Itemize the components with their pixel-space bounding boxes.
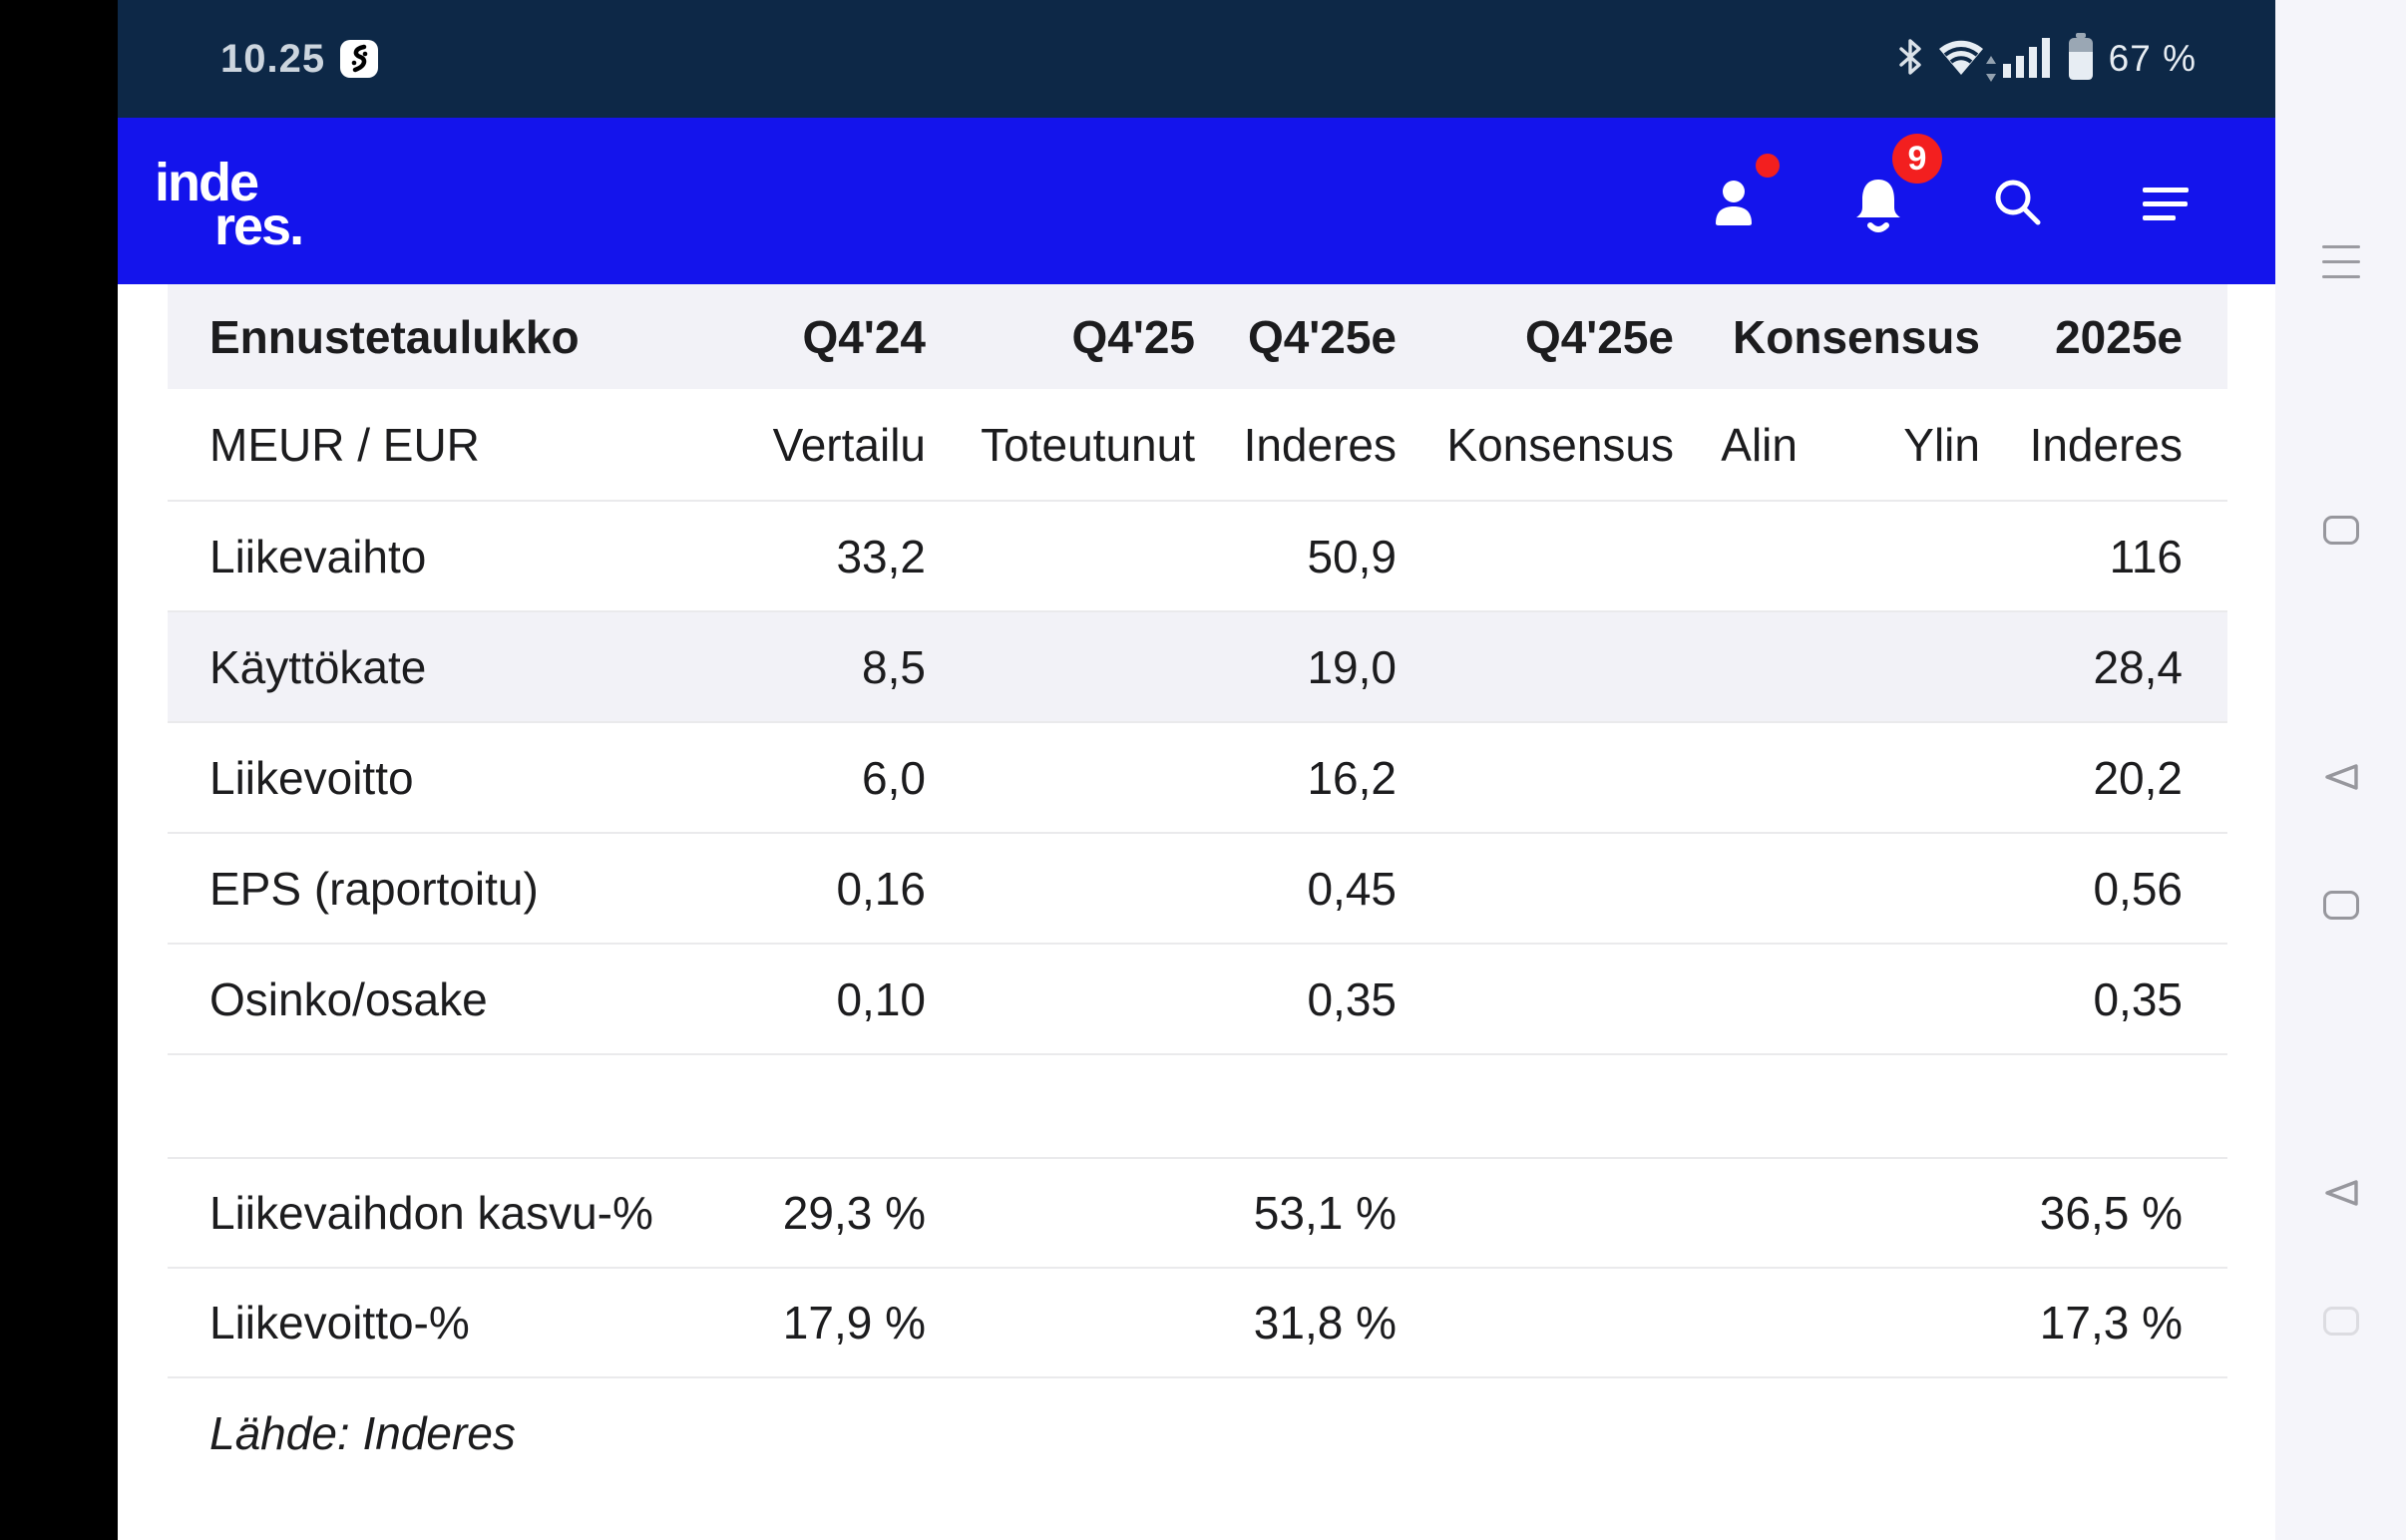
table-title: Ennustetaulukko	[209, 310, 580, 363]
app-bar: inde res. 9	[118, 118, 2275, 284]
back-icon[interactable]	[2322, 761, 2360, 798]
bluetooth-icon	[1897, 37, 1923, 82]
row-label: Osinko/osake	[209, 972, 488, 1025]
menu-icon[interactable]	[2143, 188, 2190, 221]
cell-value: 19,0	[1307, 640, 1397, 693]
row-label: Käyttökate	[209, 640, 427, 693]
cell-value: 0,56	[2093, 862, 2183, 915]
cell-value: 16,2	[1307, 751, 1397, 804]
cell-value: 53,1 %	[1253, 1187, 1397, 1239]
subcol-header: Inderes	[2029, 418, 2183, 471]
inderes-logo[interactable]: inde res.	[155, 153, 304, 253]
notifications-bell-icon[interactable]	[1850, 176, 1906, 232]
table-row: EPS (raportoitu) 0,16 0,45 0,56	[168, 834, 2227, 945]
col-header: 2025e	[2055, 310, 2183, 363]
col-header: Q4'24	[802, 310, 926, 363]
edge-panel-handle-icon[interactable]	[2321, 245, 2360, 290]
row-label: Liikevoitto	[209, 751, 414, 804]
cell-value: 116	[2109, 530, 2183, 582]
table-row: Liikevoitto 6,0 16,2 20,2	[168, 723, 2227, 834]
cell-value: 8,5	[862, 640, 926, 693]
logo-line2: res.	[214, 196, 304, 256]
cell-value: 50,9	[1307, 530, 1397, 582]
profile-icon[interactable]	[1708, 176, 1764, 231]
recents-window-icon[interactable]	[2322, 891, 2359, 920]
col-header: Q4'25e	[1247, 310, 1397, 363]
cell-value: 33,2	[836, 530, 926, 582]
os-nav-strip	[2275, 0, 2406, 1540]
subcol-header: Vertailu	[772, 418, 926, 471]
logo-line1: inde	[155, 153, 259, 212]
cell-value: 0,35	[2093, 972, 2183, 1025]
col-header: Konsensus	[1733, 310, 1980, 363]
cell-value: 0,45	[1307, 862, 1397, 915]
source-note: Lähde: Inderes	[209, 1407, 516, 1459]
recents-window-icon[interactable]	[2322, 516, 2359, 545]
table-subheader-row: MEUR / EUR Vertailu Toteutunut Inderes K…	[168, 389, 2227, 502]
profile-alert-dot	[1756, 154, 1780, 178]
cell-value: 0,35	[1307, 972, 1397, 1025]
cell-value: 20,2	[2093, 751, 2183, 804]
notification-badge: 9	[1892, 134, 1942, 184]
cell-value: 6,0	[862, 751, 926, 804]
cell-value: 17,9 %	[782, 1297, 926, 1348]
battery-percent: 67 %	[2108, 38, 2197, 79]
subcol-header: Konsensus	[1446, 418, 1674, 471]
subcol-header: Alin	[1721, 418, 1798, 471]
row-label: EPS (raportoitu)	[209, 862, 539, 915]
app-notification-icon	[340, 40, 378, 78]
subcol-header: Ylin	[1903, 418, 1980, 471]
search-icon[interactable]	[1991, 176, 2047, 231]
cell-value: 0,16	[836, 862, 926, 915]
table-row: Liikevaihto 33,2 50,9 116	[168, 502, 2227, 612]
wifi-icon	[1937, 36, 1996, 83]
table-row: Liikevaihdon kasvu-% 29,3 % 53,1 % 36,5 …	[168, 1159, 2227, 1269]
forecast-table: Ennustetaulukko Q4'24 Q4'25 Q4'25e Q4'25…	[168, 284, 2227, 1488]
table-source-row: Lähde: Inderes	[168, 1378, 2227, 1488]
table-row: Osinko/osake 0,10 0,35 0,35	[168, 945, 2227, 1055]
cell-value: 0,10	[836, 972, 926, 1025]
subcol-header: Toteutunut	[981, 418, 1195, 471]
letterbox-strip	[0, 0, 118, 1540]
col-header: Q4'25	[1071, 310, 1195, 363]
unit-label: MEUR / EUR	[209, 418, 480, 471]
recents-window-faded-icon[interactable]	[2322, 1307, 2359, 1336]
row-label: Liikevoitto-%	[209, 1297, 470, 1348]
table-title-row: Ennustetaulukko Q4'24 Q4'25 Q4'25e Q4'25…	[168, 284, 2227, 389]
subcol-header: Inderes	[1243, 418, 1397, 471]
table-row: Käyttökate 8,5 19,0 28,4	[168, 612, 2227, 723]
table-row: Liikevoitto-% 17,9 % 31,8 % 17,3 %	[168, 1269, 2227, 1378]
cell-value: 29,3 %	[782, 1187, 926, 1239]
row-label: Liikevaihto	[209, 530, 427, 582]
col-header: Q4'25e	[1524, 310, 1674, 363]
status-bar: 10.25	[118, 0, 2275, 118]
signal-icon	[2002, 36, 2053, 83]
status-clock: 10.25	[220, 37, 326, 81]
app-screen: 10.25	[118, 0, 2275, 1540]
cell-value: 31,8 %	[1253, 1297, 1397, 1348]
table-spacer-row	[168, 1055, 2227, 1159]
cell-value: 28,4	[2093, 640, 2183, 693]
page-content: Ennustetaulukko Q4'24 Q4'25 Q4'25e Q4'25…	[118, 284, 2275, 1540]
status-icons: 67 %	[1897, 0, 2197, 118]
row-label: Liikevaihdon kasvu-%	[209, 1187, 653, 1239]
battery-icon	[2067, 32, 2095, 86]
back-icon[interactable]	[2322, 1177, 2360, 1214]
cell-value: 17,3 %	[2039, 1297, 2183, 1348]
cell-value: 36,5 %	[2039, 1187, 2183, 1239]
